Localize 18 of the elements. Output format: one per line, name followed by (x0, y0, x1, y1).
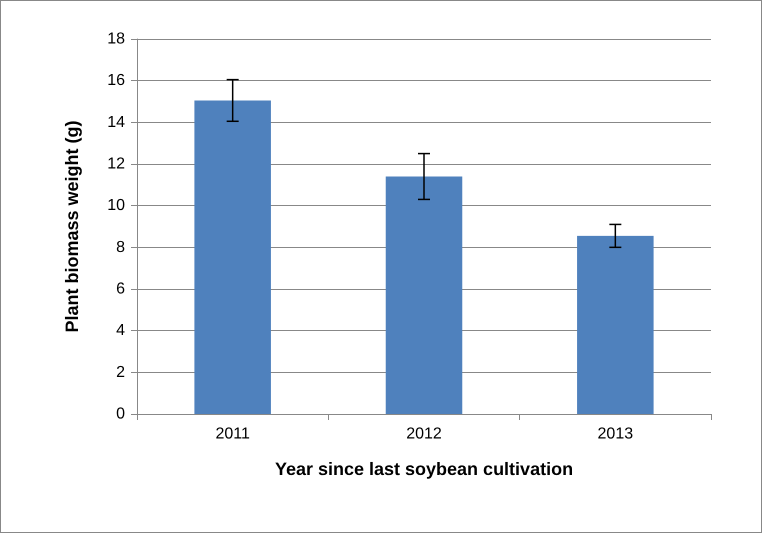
y-tick-label: 0 (116, 406, 126, 422)
bar (577, 236, 654, 414)
y-tick-label: 8 (116, 238, 126, 256)
y-tick-label: 6 (116, 280, 126, 298)
y-axis-title: Plant biomass weight (g) (62, 120, 82, 333)
y-tick-label: 18 (107, 30, 126, 48)
x-tick-label: 2012 (406, 426, 442, 442)
y-tick-label: 16 (107, 72, 126, 90)
x-tick-label: 2011 (215, 426, 250, 442)
y-tick-label: 10 (107, 197, 126, 214)
x-tick-label: 2013 (598, 426, 634, 442)
y-tick-label: 4 (116, 322, 126, 340)
y-tick-label: 2 (116, 364, 126, 381)
y-tick-label: 12 (107, 156, 126, 172)
y-tick-label: 14 (107, 114, 126, 131)
bar (194, 100, 271, 414)
x-axis-title: Year since last soybean cultivation (274, 459, 574, 479)
bar (386, 176, 462, 414)
